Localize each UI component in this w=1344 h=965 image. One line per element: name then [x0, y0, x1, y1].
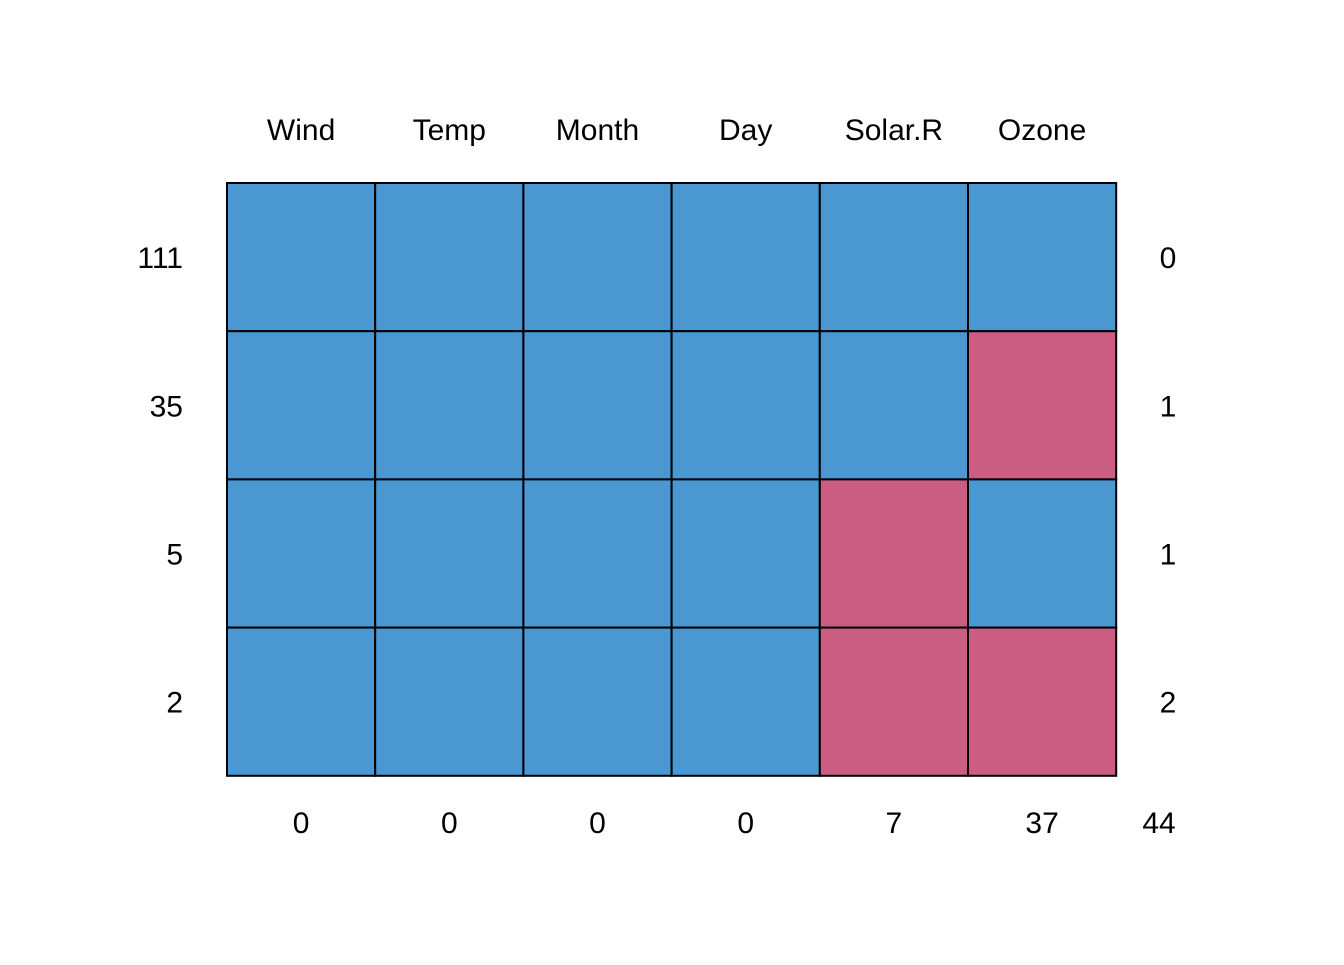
pattern-cell-r3-c5	[967, 626, 1118, 777]
row-count-label: 111	[137, 242, 183, 275]
pattern-cell-r1-c2	[522, 330, 673, 481]
pattern-cell-r1-c5	[967, 330, 1118, 481]
pattern-cell-r0-c0	[226, 182, 377, 333]
pattern-cells	[226, 182, 1118, 777]
row-count-label: 35	[150, 390, 183, 423]
column-label-wind: Wind	[267, 114, 335, 147]
column-labels: Wind Temp Month Day Solar.R Ozone	[267, 114, 1086, 147]
column-missing-total-label: 37	[1025, 807, 1058, 840]
pattern-cell-r2-c2	[522, 478, 673, 629]
pattern-cell-r0-c3	[670, 182, 821, 333]
pattern-cell-r1-c0	[226, 330, 377, 481]
pattern-cell-r2-c4	[818, 478, 969, 629]
column-missing-total-label: 7	[886, 807, 903, 840]
pattern-cell-r3-c4	[818, 626, 969, 777]
row-missing-label: 1	[1160, 390, 1177, 423]
row-missing-label: 2	[1160, 687, 1177, 720]
pattern-cell-r0-c1	[374, 182, 525, 333]
pattern-cell-r2-c0	[226, 478, 377, 629]
column-label-solar-r: Solar.R	[845, 114, 943, 147]
column-missing-total-label: 0	[737, 807, 754, 840]
column-missing-total-label: 0	[293, 807, 310, 840]
pattern-cell-r3-c2	[522, 626, 673, 777]
total-missing-label: 44	[1142, 807, 1175, 840]
column-label-day: Day	[719, 114, 772, 147]
column-label-month: Month	[556, 114, 639, 147]
column-label-ozone: Ozone	[998, 114, 1086, 147]
pattern-cell-r1-c3	[670, 330, 821, 481]
pattern-cell-r2-c5	[967, 478, 1118, 629]
pattern-cell-r3-c3	[670, 626, 821, 777]
pattern-cell-r2-c1	[374, 478, 525, 629]
column-missing-total-label: 0	[589, 807, 606, 840]
pattern-cell-r0-c2	[522, 182, 673, 333]
column-missing-totals: 0 0 0 0 7 37	[293, 807, 1059, 840]
column-label-temp: Temp	[413, 114, 486, 147]
column-missing-total-label: 0	[441, 807, 458, 840]
pattern-cell-r2-c3	[670, 478, 821, 629]
pattern-cell-r1-c4	[818, 330, 969, 481]
pattern-cell-r0-c4	[818, 182, 969, 333]
row-count-label: 2	[166, 687, 183, 720]
row-count-label: 5	[166, 539, 183, 572]
pattern-cell-r1-c1	[374, 330, 525, 481]
pattern-cell-r3-c0	[226, 626, 377, 777]
pattern-cell-r0-c5	[967, 182, 1118, 333]
row-counts: 111 35 5 2	[137, 242, 183, 720]
row-missing-counts: 0 1 1 2	[1160, 242, 1177, 720]
row-missing-label: 1	[1160, 539, 1177, 572]
row-missing-label: 0	[1160, 242, 1177, 275]
pattern-cell-r3-c1	[374, 626, 525, 777]
